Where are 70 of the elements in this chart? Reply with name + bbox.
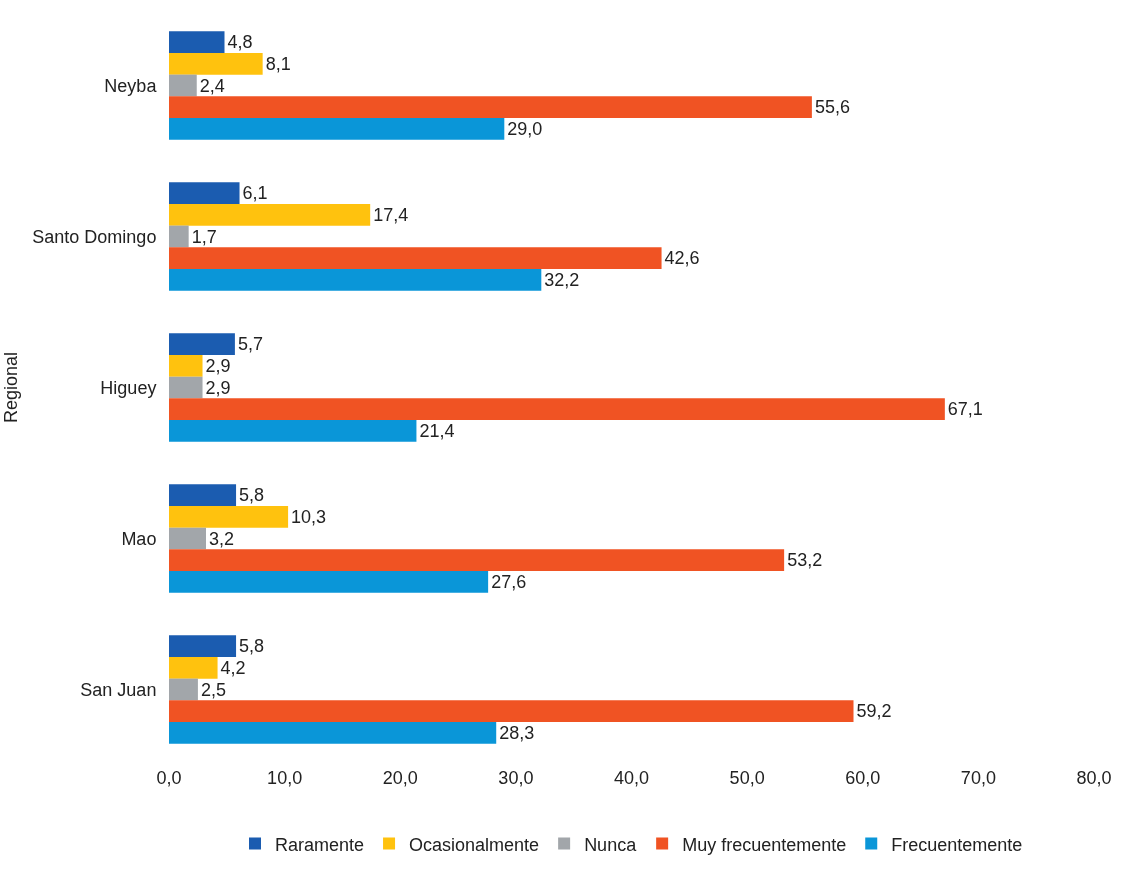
x-tick-label: 50,0 [729, 768, 765, 788]
y-tick-label: Mao [121, 528, 157, 549]
x-tick-label: 10,0 [267, 768, 303, 788]
bar [169, 722, 497, 744]
bar [169, 527, 206, 550]
bar [169, 247, 662, 270]
bar [169, 182, 240, 204]
data-label: 55,6 [814, 97, 850, 118]
data-label: 3,2 [209, 528, 235, 549]
data-label: 2,4 [199, 75, 225, 96]
data-label: 10,3 [291, 506, 327, 527]
data-label: 53,2 [787, 550, 823, 571]
bar [169, 656, 218, 679]
data-label: 2,5 [200, 679, 226, 700]
data-label: 2,9 [205, 355, 231, 376]
x-tick-label: 20,0 [382, 768, 418, 788]
data-label: 5,8 [239, 636, 265, 657]
y-tick-label: Santo Domingo [32, 226, 157, 247]
bar [169, 225, 189, 248]
data-label: 32,2 [544, 269, 580, 290]
bar [169, 118, 505, 140]
bar [169, 571, 489, 593]
x-tick-label: 0,0 [156, 768, 182, 788]
data-label: 59,2 [856, 701, 892, 722]
data-label: 5,7 [237, 334, 263, 355]
legend-label: Muy frecuentemente [682, 834, 847, 855]
legend-label: Nunca [584, 834, 638, 855]
legend-label: Frecuentemente [891, 834, 1023, 855]
data-label: 2,9 [205, 377, 231, 398]
y-tick-label: Neyba [104, 75, 158, 96]
bar [169, 96, 812, 119]
x-tick-label: 30,0 [498, 768, 534, 788]
x-tick-label: 40,0 [613, 768, 650, 788]
data-label: 4,2 [220, 657, 246, 678]
data-label: 1,7 [191, 226, 217, 247]
legend-label: Ocasionalmente [409, 834, 540, 855]
data-label: 4,8 [227, 32, 253, 53]
x-tick-label: 70,0 [960, 768, 996, 788]
x-tick-label: 60,0 [845, 768, 881, 788]
y-tick-label: Higuey [100, 377, 157, 398]
bar [169, 52, 263, 75]
bar [169, 700, 854, 723]
data-label: 67,1 [947, 399, 983, 420]
y-tick-label: San Juan [80, 679, 157, 700]
bar [169, 505, 289, 528]
bar [169, 376, 203, 399]
data-label: 21,4 [419, 420, 455, 441]
bar [169, 398, 945, 421]
legend-label: Raramente [275, 834, 365, 855]
bar [169, 203, 371, 226]
bar [169, 31, 225, 53]
bar [169, 269, 542, 291]
data-label: 27,6 [491, 571, 527, 592]
data-label: 5,8 [239, 485, 265, 506]
bar [169, 484, 237, 506]
bar [169, 549, 785, 572]
y-axis-title: Regional [0, 351, 21, 424]
bar [169, 635, 237, 657]
data-label: 28,3 [499, 722, 535, 743]
bar [169, 420, 417, 442]
bar [169, 333, 235, 355]
data-label: 42,6 [664, 248, 700, 269]
data-label: 29,0 [507, 118, 543, 139]
bar [169, 74, 197, 97]
data-label: 6,1 [242, 183, 268, 204]
x-tick-label: 80,0 [1076, 768, 1112, 788]
data-label: 8,1 [265, 53, 291, 74]
bar [169, 354, 203, 377]
data-label: 17,4 [373, 204, 409, 225]
bar [169, 678, 198, 701]
